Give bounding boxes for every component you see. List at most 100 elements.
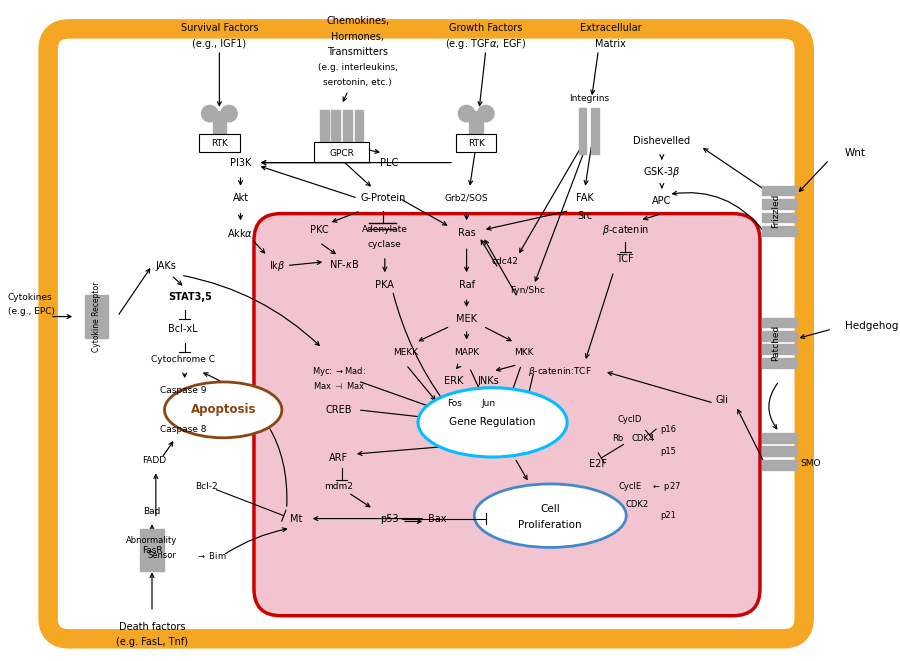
Bar <box>140 529 164 572</box>
Text: PKC: PKC <box>310 225 328 235</box>
Text: (e.g., EPC): (e.g., EPC) <box>8 307 55 316</box>
Bar <box>762 344 796 354</box>
Text: FasR: FasR <box>141 546 162 555</box>
Text: Mt: Mt <box>290 514 302 524</box>
Text: Death factors: Death factors <box>119 622 185 633</box>
Text: Max $\dashv$ Max: Max $\dashv$ Max <box>312 380 364 391</box>
Text: $\beta$-catenin: $\beta$-catenin <box>602 223 649 237</box>
Text: Gli: Gli <box>715 395 728 405</box>
Text: G-Protein: G-Protein <box>360 193 406 203</box>
Text: $\beta$-catenin:TCF: $\beta$-catenin:TCF <box>528 365 592 378</box>
Ellipse shape <box>474 484 626 547</box>
Text: Hormones,: Hormones, <box>331 32 384 42</box>
Text: Caspase 9: Caspase 9 <box>159 386 206 395</box>
Text: STAT3,5: STAT3,5 <box>168 292 212 302</box>
Text: ERK: ERK <box>445 376 464 386</box>
Bar <box>762 186 796 196</box>
Text: (e.g., IGF1): (e.g., IGF1) <box>193 39 247 50</box>
Text: Cytokines: Cytokines <box>8 293 52 302</box>
Text: PLC: PLC <box>381 157 399 168</box>
Text: Transmitters: Transmitters <box>328 47 389 57</box>
Text: Fyn/Shc: Fyn/Shc <box>509 286 544 295</box>
Text: p21: p21 <box>661 511 677 520</box>
Text: FADD: FADD <box>142 456 166 465</box>
Text: Wnt: Wnt <box>845 148 866 158</box>
Bar <box>212 110 226 137</box>
Bar <box>762 331 796 340</box>
Ellipse shape <box>165 382 282 438</box>
Text: Dishevelled: Dishevelled <box>634 136 690 145</box>
Circle shape <box>220 105 237 122</box>
Bar <box>355 110 364 148</box>
Bar <box>331 110 340 148</box>
Text: FAK: FAK <box>576 193 594 203</box>
Circle shape <box>202 105 218 122</box>
Text: Chemokines,: Chemokines, <box>326 17 390 26</box>
Text: Growth Factors: Growth Factors <box>449 23 523 33</box>
Text: CDK4: CDK4 <box>631 434 654 444</box>
Text: Cell: Cell <box>540 504 560 514</box>
Text: Bcl-2: Bcl-2 <box>195 483 218 491</box>
Bar <box>762 446 796 456</box>
Text: Bax: Bax <box>428 514 447 524</box>
FancyBboxPatch shape <box>313 142 369 162</box>
Text: SMO: SMO <box>800 459 821 468</box>
Text: Bcl-xL: Bcl-xL <box>168 324 198 334</box>
Text: Grb2/SOS: Grb2/SOS <box>445 194 489 203</box>
Text: Ik$\beta$: Ik$\beta$ <box>269 258 285 272</box>
Circle shape <box>478 105 494 122</box>
Bar <box>762 358 796 368</box>
Bar <box>762 460 796 469</box>
Text: cdc42: cdc42 <box>491 257 518 266</box>
Text: CREB: CREB <box>326 405 352 415</box>
Text: Integrins: Integrins <box>569 94 608 102</box>
FancyBboxPatch shape <box>199 134 239 152</box>
Bar <box>762 433 796 443</box>
Text: Src: Src <box>577 211 592 221</box>
Text: Akt: Akt <box>232 193 248 203</box>
Bar <box>320 110 328 148</box>
Text: Patched: Patched <box>771 325 780 361</box>
Bar <box>591 108 599 154</box>
Text: NF-$\kappa$B: NF-$\kappa$B <box>329 258 359 270</box>
FancyBboxPatch shape <box>48 29 805 639</box>
Text: Extracellular: Extracellular <box>580 23 642 33</box>
Text: PKA: PKA <box>375 280 394 290</box>
Text: MAPK: MAPK <box>454 348 479 357</box>
Bar <box>343 110 352 148</box>
Text: $\leftarrow$ p27: $\leftarrow$ p27 <box>651 481 680 493</box>
Bar <box>470 110 483 137</box>
Text: TCF: TCF <box>616 254 634 264</box>
Text: Fos: Fos <box>446 399 462 408</box>
Text: p16: p16 <box>661 424 677 434</box>
Text: (e.g. FasL, Tnf): (e.g. FasL, Tnf) <box>116 637 188 646</box>
FancyBboxPatch shape <box>254 214 760 616</box>
Text: Survival Factors: Survival Factors <box>181 23 258 33</box>
Text: Hedgehog: Hedgehog <box>845 321 898 331</box>
Text: (e.g. interleukins,: (e.g. interleukins, <box>318 63 398 72</box>
Text: Rb: Rb <box>612 434 623 444</box>
Text: p15: p15 <box>661 447 677 455</box>
Text: cyclase: cyclase <box>368 240 401 249</box>
Text: Matrix: Matrix <box>596 39 626 50</box>
Text: Sensor: Sensor <box>148 551 176 560</box>
Bar <box>579 108 586 154</box>
Text: JAKs: JAKs <box>155 260 176 270</box>
FancyBboxPatch shape <box>456 134 497 152</box>
Text: MEK: MEK <box>456 315 477 325</box>
Ellipse shape <box>418 388 567 457</box>
Text: Jun: Jun <box>482 399 496 408</box>
Bar <box>85 295 108 338</box>
Text: Akk$\alpha$: Akk$\alpha$ <box>228 227 254 239</box>
Text: Myc: $\rightarrow$Mad:: Myc: $\rightarrow$Mad: <box>311 365 365 378</box>
Text: MKK: MKK <box>515 348 534 357</box>
Text: RTK: RTK <box>211 139 228 148</box>
Text: Adenylate: Adenylate <box>362 225 408 235</box>
Text: ARF: ARF <box>329 453 348 463</box>
Text: mdm2: mdm2 <box>324 483 353 491</box>
Bar <box>762 226 796 236</box>
Text: Raf: Raf <box>459 280 474 290</box>
Text: Apoptosis: Apoptosis <box>191 403 256 416</box>
Text: RTK: RTK <box>468 139 484 148</box>
Text: Frizzled: Frizzled <box>771 194 780 228</box>
